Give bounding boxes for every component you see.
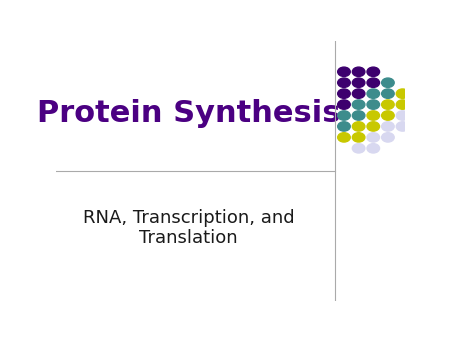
Circle shape [396, 100, 409, 109]
Circle shape [382, 122, 394, 131]
Circle shape [367, 133, 379, 142]
Circle shape [382, 111, 394, 120]
Circle shape [382, 133, 394, 142]
Circle shape [396, 122, 409, 131]
Circle shape [352, 133, 365, 142]
Circle shape [396, 111, 409, 120]
Circle shape [338, 111, 350, 120]
Circle shape [352, 111, 365, 120]
Circle shape [367, 144, 379, 153]
Circle shape [352, 144, 365, 153]
Text: RNA, Transcription, and
Translation: RNA, Transcription, and Translation [83, 209, 295, 247]
Circle shape [338, 67, 350, 76]
Circle shape [338, 133, 350, 142]
Circle shape [338, 89, 350, 98]
Circle shape [367, 122, 379, 131]
Circle shape [352, 89, 365, 98]
Circle shape [382, 78, 394, 88]
Circle shape [352, 78, 365, 88]
Circle shape [338, 100, 350, 109]
Circle shape [367, 111, 379, 120]
Circle shape [352, 122, 365, 131]
Circle shape [338, 78, 350, 88]
Circle shape [382, 100, 394, 109]
Circle shape [367, 78, 379, 88]
Circle shape [367, 100, 379, 109]
Text: Protein Synthesis: Protein Synthesis [37, 99, 341, 128]
Circle shape [396, 89, 409, 98]
Circle shape [367, 89, 379, 98]
Circle shape [382, 89, 394, 98]
Circle shape [352, 67, 365, 76]
Circle shape [367, 67, 379, 76]
Circle shape [352, 100, 365, 109]
Circle shape [338, 122, 350, 131]
